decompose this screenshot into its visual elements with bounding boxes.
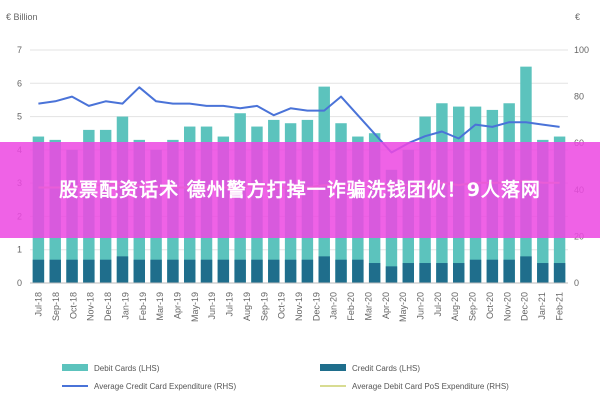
- legend-label-avg-debit: Average Debit Card PoS Expenditure (RHS): [352, 382, 509, 391]
- left-axis-tick-label: 5: [17, 112, 22, 122]
- right-axis-tick-label: 0: [574, 278, 579, 288]
- x-axis-tick-label: Jun-20: [416, 292, 426, 320]
- right-axis-tick-label: 100: [574, 45, 589, 55]
- x-axis-tick-label: Oct-18: [68, 292, 78, 319]
- x-axis-tick-label: Sep-20: [468, 292, 478, 321]
- credit-bar: [99, 259, 112, 283]
- x-axis-tick-label: May-19: [190, 292, 200, 322]
- x-axis-tick-label: Sep-19: [259, 292, 269, 321]
- left-axis-tick-label: 6: [17, 78, 22, 88]
- credit-bar: [520, 256, 532, 283]
- x-axis-tick-label: Jul-18: [34, 292, 44, 317]
- credit-bar: [49, 259, 61, 283]
- legend-label-avg-credit: Average Credit Card Expenditure (RHS): [94, 382, 236, 391]
- credit-bar: [368, 263, 381, 283]
- credit-bar: [83, 259, 95, 283]
- credit-bar: [66, 259, 78, 283]
- credit-bar: [251, 259, 263, 283]
- x-axis-tick-label: Oct-20: [485, 292, 495, 319]
- x-axis-tick-label: Jun-19: [207, 292, 217, 320]
- x-axis-tick-label: Jan-21: [537, 292, 547, 320]
- x-axis-tick-label: Dec-18: [103, 292, 113, 321]
- credit-bar: [453, 263, 465, 283]
- credit-bar: [335, 259, 347, 283]
- x-axis-tick-label: Mar-19: [155, 292, 165, 321]
- credit-bar: [436, 263, 448, 283]
- x-axis-tick-label: Feb-20: [346, 292, 356, 321]
- promo-banner[interactable]: 股票配资话术 德州警方打掉一诈骗洗钱团伙！9人落网: [0, 142, 600, 238]
- credit-bar: [301, 259, 314, 283]
- x-axis-tick-label: Nov-20: [502, 292, 512, 321]
- x-axis-tick-label: Dec-20: [520, 292, 530, 321]
- left-axis-unit: € Billion: [6, 12, 38, 22]
- x-axis-tick-label: Nov-18: [86, 292, 96, 321]
- x-axis-tick-label: Apr-20: [381, 292, 391, 319]
- credit-bar: [150, 259, 162, 283]
- banner-text[interactable]: 股票配资话术 德州警方打掉一诈骗洗钱团伙！9人落网: [59, 179, 541, 201]
- credit-bar: [419, 263, 431, 283]
- credit-bar: [352, 259, 364, 283]
- credit-bar: [402, 263, 414, 283]
- x-axis-tick-label: Dec-19: [311, 292, 321, 321]
- legend: Debit Cards (LHS) Credit Cards (LHS) Ave…: [62, 364, 509, 391]
- legend-swatch-credit: [320, 364, 346, 371]
- right-axis-unit: €: [575, 12, 580, 22]
- avg-credit-expenditure-line: [38, 86, 560, 154]
- credit-bar: [268, 259, 280, 283]
- left-axis-tick-label: 1: [17, 245, 22, 255]
- credit-bar: [184, 259, 196, 283]
- credit-card-bars: [32, 256, 566, 283]
- credit-bar: [469, 259, 482, 283]
- x-axis-tick-label: Sep-18: [51, 292, 61, 321]
- x-axis-tick-label: Aug-19: [242, 292, 252, 321]
- credit-bar: [200, 259, 213, 283]
- x-axis-tick-label: Jul-19: [225, 292, 235, 317]
- x-axis-tick-label: Jul-20: [433, 292, 443, 317]
- legend-label-debit: Debit Cards (LHS): [94, 364, 160, 373]
- legend-label-credit: Credit Cards (LHS): [352, 364, 420, 373]
- x-axis-tick-label: Feb-21: [554, 292, 564, 321]
- x-axis-tick-label: Aug-20: [450, 292, 460, 321]
- credit-bar: [116, 256, 129, 283]
- left-axis-tick-label: 7: [17, 45, 22, 55]
- x-axis-tick-label: Oct-19: [277, 292, 287, 319]
- left-axis-tick-label: 0: [17, 278, 22, 288]
- credit-bar: [133, 259, 145, 283]
- credit-bar: [486, 259, 499, 283]
- credit-bar: [553, 263, 566, 283]
- x-axis-tick-label: Jan-20: [329, 292, 339, 320]
- x-axis-tick-label: Jan-19: [121, 292, 131, 320]
- x-axis-tick-label: Apr-19: [173, 292, 183, 319]
- credit-bar: [217, 259, 230, 283]
- x-axis-tick-label: May-20: [398, 292, 408, 322]
- x-axis-tick-label: Mar-20: [363, 292, 373, 321]
- credit-bar: [537, 263, 549, 283]
- credit-bar: [318, 256, 330, 283]
- credit-bar: [385, 266, 398, 283]
- x-axis-tick-label: Feb-19: [138, 292, 148, 321]
- credit-bar: [234, 259, 246, 283]
- legend-swatch-debit: [62, 364, 88, 371]
- credit-bar: [284, 259, 297, 283]
- right-axis-tick-label: 80: [574, 92, 584, 102]
- credit-bar: [503, 259, 515, 283]
- credit-bar: [32, 259, 45, 283]
- credit-bar: [167, 259, 179, 283]
- x-axis-tick-label: Nov-19: [294, 292, 304, 321]
- x-axis-tick-labels: Jul-18 Sep-18 Oct-18 Nov-18 Dec-18 Jan-19 Feb-…: [34, 292, 565, 322]
